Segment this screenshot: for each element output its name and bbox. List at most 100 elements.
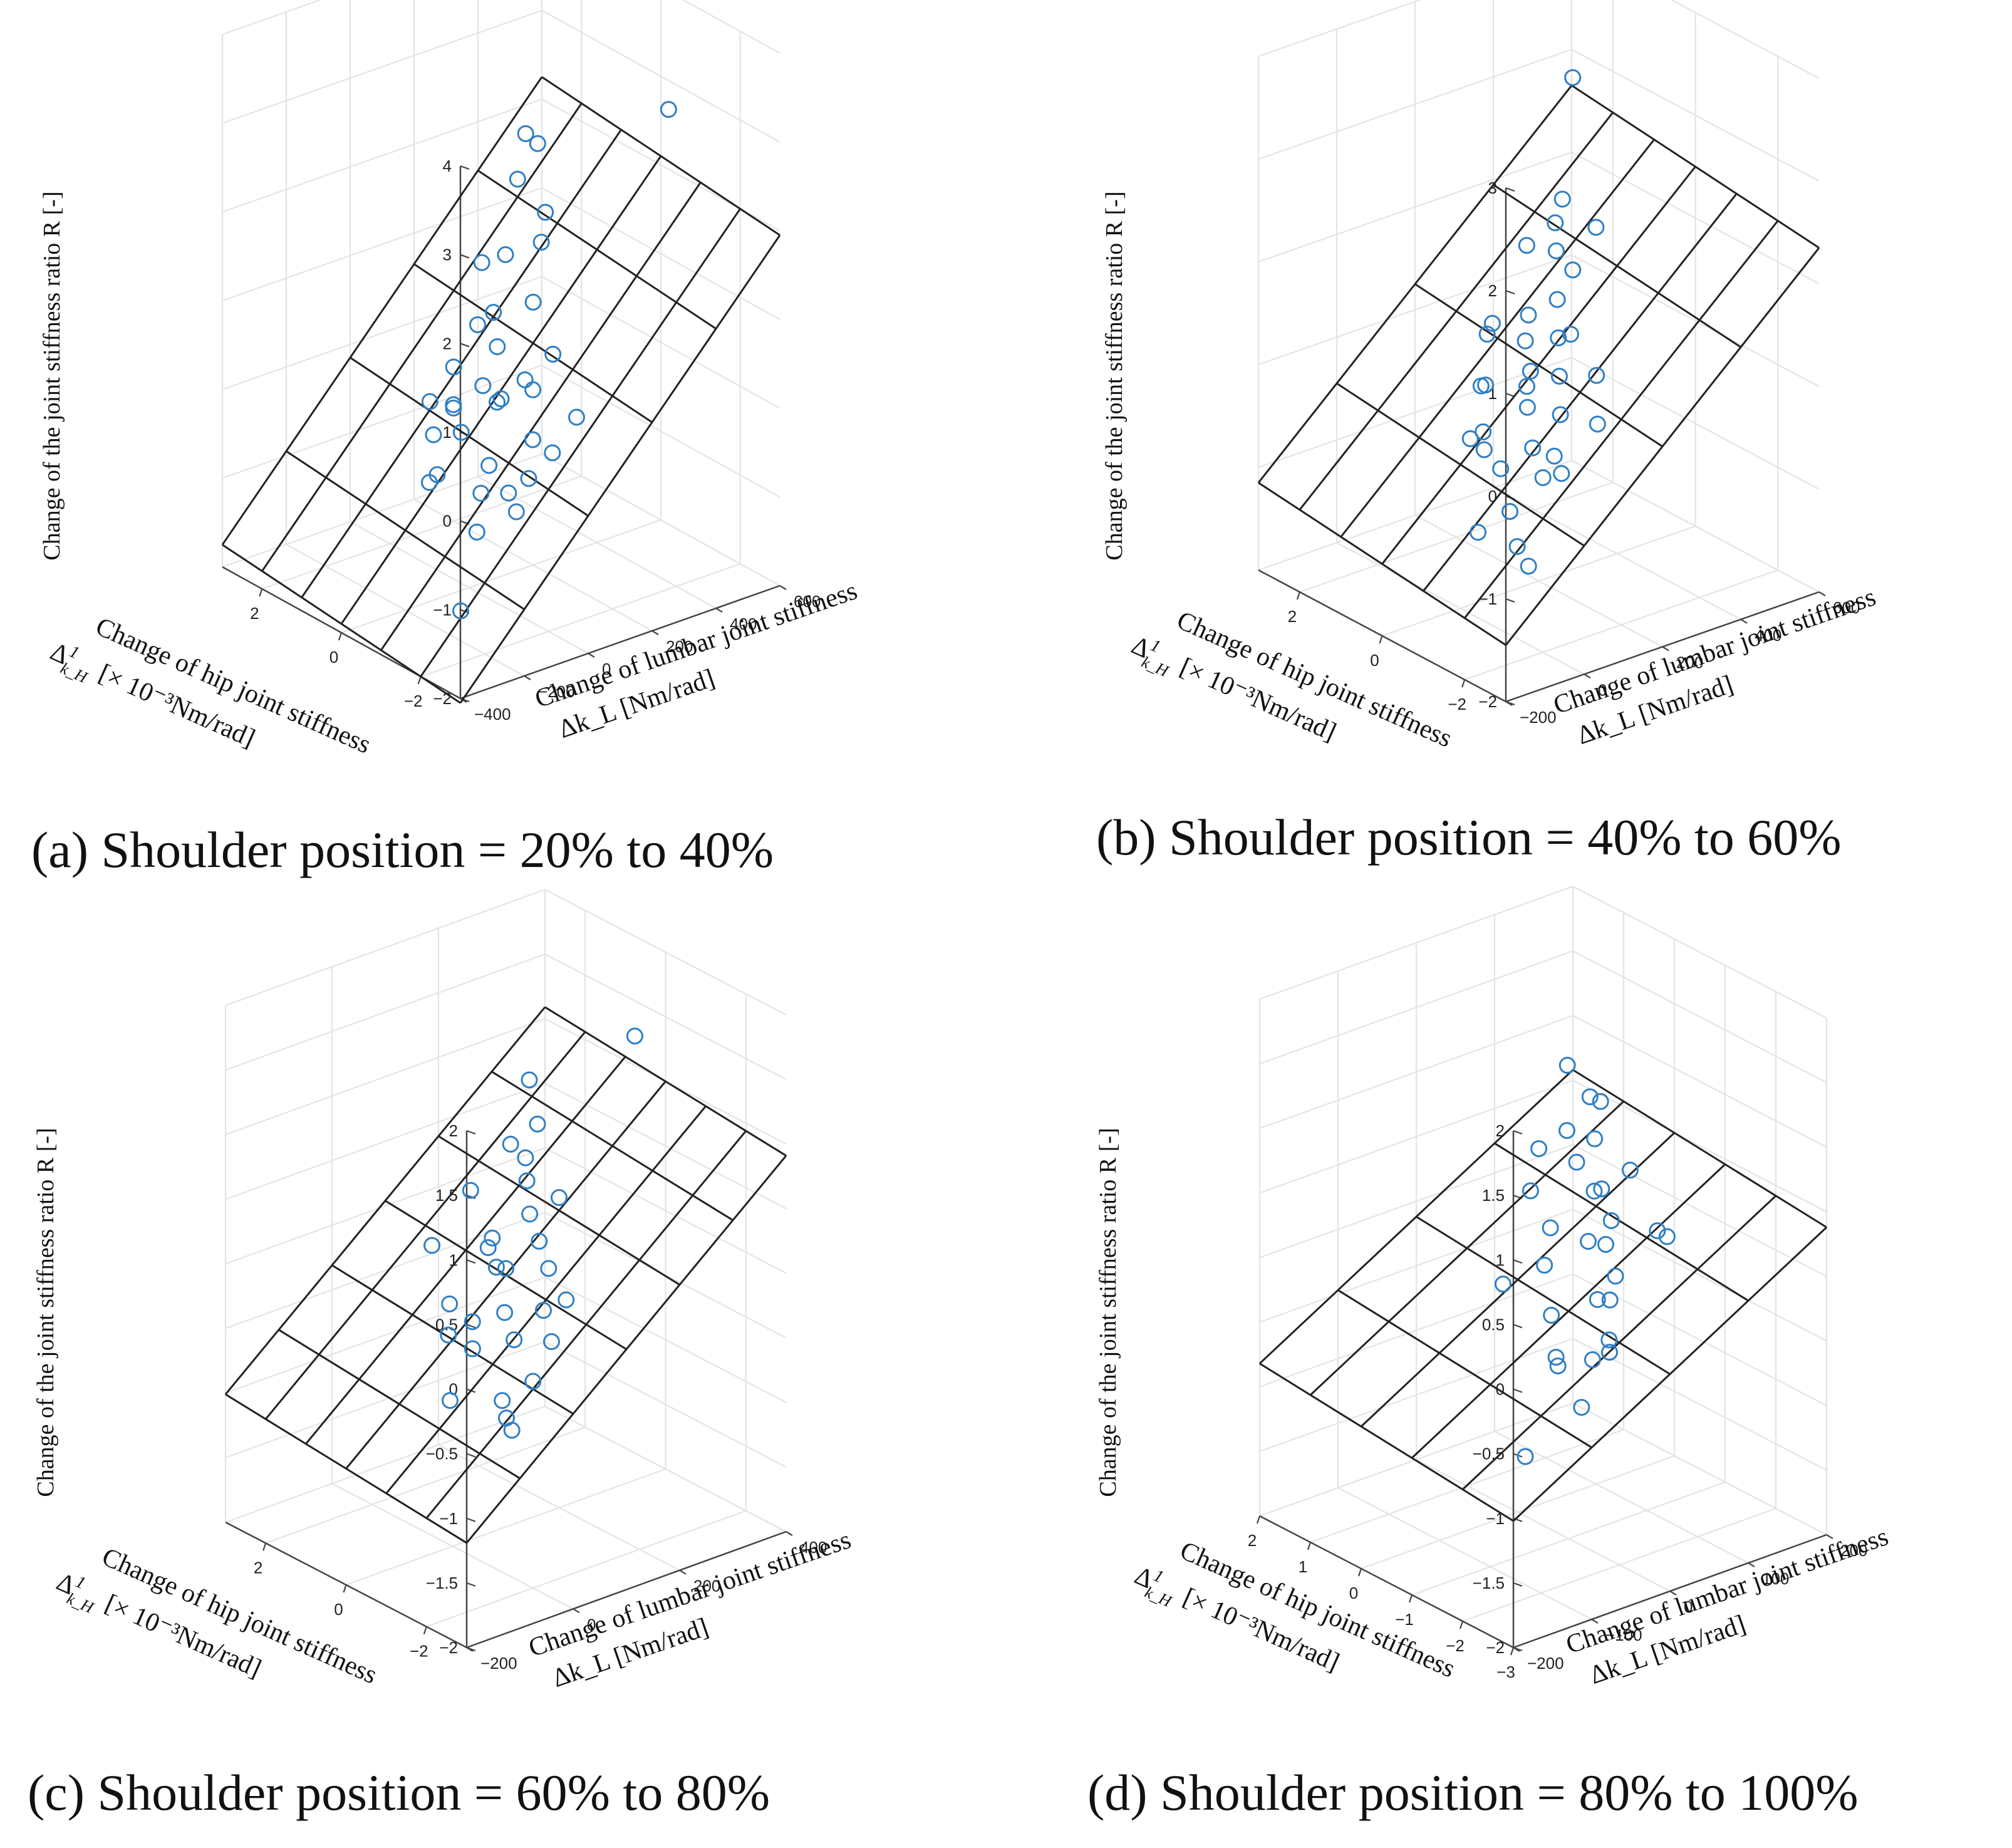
side-wall-gridline xyxy=(225,1276,546,1394)
data-point xyxy=(502,1136,519,1153)
x-tick-label: 2 xyxy=(1248,1531,1257,1550)
data-point xyxy=(1597,1236,1614,1253)
data-point xyxy=(1520,558,1537,575)
data-point xyxy=(1592,1093,1609,1110)
y-tick xyxy=(1818,591,1826,596)
data-point xyxy=(1558,1122,1575,1139)
data-point xyxy=(423,1237,441,1254)
z-tick xyxy=(466,1453,476,1458)
y-tick-label: 200 xyxy=(1676,653,1703,672)
data-point xyxy=(479,1239,497,1257)
floor-gridline xyxy=(477,476,717,609)
y-tick xyxy=(1748,1562,1755,1567)
y-tick xyxy=(715,608,723,613)
z-tick-label: −1 xyxy=(1478,589,1497,608)
plane-mesh-line xyxy=(1493,184,1741,348)
y-tick-label: −400 xyxy=(474,705,511,724)
z-tick xyxy=(1513,1129,1523,1135)
back-wall-gridline xyxy=(682,0,780,54)
back-wall-gridline xyxy=(1572,1208,1827,1342)
data-point xyxy=(531,1232,548,1250)
back-wall-gridline xyxy=(1572,1337,1827,1471)
data-point xyxy=(1593,1180,1610,1198)
data-point xyxy=(1584,1351,1601,1369)
z-axis-label: Change of the joint stiffness ratio R [-… xyxy=(1095,1128,1121,1497)
data-point xyxy=(1545,447,1563,465)
side-wall-gridline xyxy=(1258,48,1572,160)
y-tick-label: −200 xyxy=(480,1654,517,1673)
back-wall-gridline xyxy=(1572,1273,1827,1406)
data-point xyxy=(1475,441,1493,459)
plane-mesh-line xyxy=(438,1135,680,1286)
side-wall-gridline xyxy=(1259,1015,1574,1129)
data-point xyxy=(1530,1140,1548,1158)
data-point xyxy=(626,1027,643,1045)
z-tick xyxy=(466,1582,476,1587)
side-wall-gridline xyxy=(1259,1337,1574,1452)
data-point xyxy=(1547,242,1565,259)
data-point xyxy=(1607,1267,1624,1285)
plane-mesh-line xyxy=(225,1393,467,1544)
data-point xyxy=(1548,291,1566,308)
data-point xyxy=(1534,469,1552,486)
data-point xyxy=(480,457,498,474)
data-point xyxy=(1552,406,1569,423)
plane-mesh-line xyxy=(350,356,589,517)
data-point xyxy=(462,1181,479,1199)
data-point xyxy=(1658,1228,1676,1245)
data-point xyxy=(524,431,541,449)
data-point xyxy=(487,1259,505,1276)
side-wall-gridline xyxy=(225,1018,546,1136)
data-point xyxy=(518,1172,536,1190)
x-tick xyxy=(1461,679,1466,688)
back-wall-gridline xyxy=(1572,1403,1827,1535)
back-wall-gridline xyxy=(544,953,787,1081)
data-point xyxy=(1586,1130,1604,1148)
x-unit-denominator: k_H xyxy=(64,1589,96,1617)
x-unit-denominator: k_H xyxy=(1142,1583,1175,1611)
plane-mesh-line xyxy=(221,76,543,546)
data-point xyxy=(497,1260,514,1277)
x-tick-label: −2 xyxy=(1446,1636,1465,1655)
z-tick-label: −1.5 xyxy=(426,1574,458,1592)
y-tick-label: 0 xyxy=(1598,680,1607,699)
plane-mesh-line xyxy=(222,544,461,704)
data-point xyxy=(498,1409,515,1427)
data-point xyxy=(1470,524,1486,541)
floor-gridline xyxy=(1414,514,1663,648)
y-tick-label: 400 xyxy=(800,1538,827,1557)
side-wall-gridline xyxy=(225,1341,546,1458)
back-wall-gridline xyxy=(541,187,780,320)
z-tick-label: 4 xyxy=(443,157,452,175)
data-point xyxy=(497,246,514,263)
plane-mesh-line xyxy=(1259,1363,1514,1522)
x-tick xyxy=(1510,1647,1515,1656)
z-tick-label: −2 xyxy=(439,1638,458,1657)
floor-gridline xyxy=(341,519,661,634)
data-point xyxy=(1518,378,1535,395)
data-point xyxy=(537,204,554,221)
y-tick-label: 100 xyxy=(1762,1569,1789,1588)
x-tick-label: 2 xyxy=(254,1558,262,1577)
x-tick xyxy=(1296,591,1300,600)
plane-mesh-line xyxy=(1571,85,1820,249)
y-tick xyxy=(651,630,659,635)
x-tick xyxy=(1459,1621,1464,1629)
data-point xyxy=(507,503,525,521)
plane-mesh-line xyxy=(261,103,583,572)
y-tick xyxy=(466,1647,474,1652)
x-tick-label: 2 xyxy=(250,604,259,623)
side-wall-gridline xyxy=(225,953,546,1071)
plane-mesh-line xyxy=(420,208,741,677)
z-tick xyxy=(466,1129,476,1135)
data-point xyxy=(544,345,562,363)
back-wall-gridline xyxy=(541,276,780,409)
y-tick xyxy=(588,653,595,658)
z-tick-label: 1 xyxy=(449,1250,458,1269)
back-wall-gridline xyxy=(1572,1015,1827,1148)
data-point xyxy=(1478,325,1496,343)
chart-c-panel: −2 −1.5 −1 −0.5 0 0.5 1 1.5 2 −2 0 2 −200 0 200 400 Chan… xyxy=(0,888,1006,1848)
back-wall-gridline xyxy=(541,454,780,586)
